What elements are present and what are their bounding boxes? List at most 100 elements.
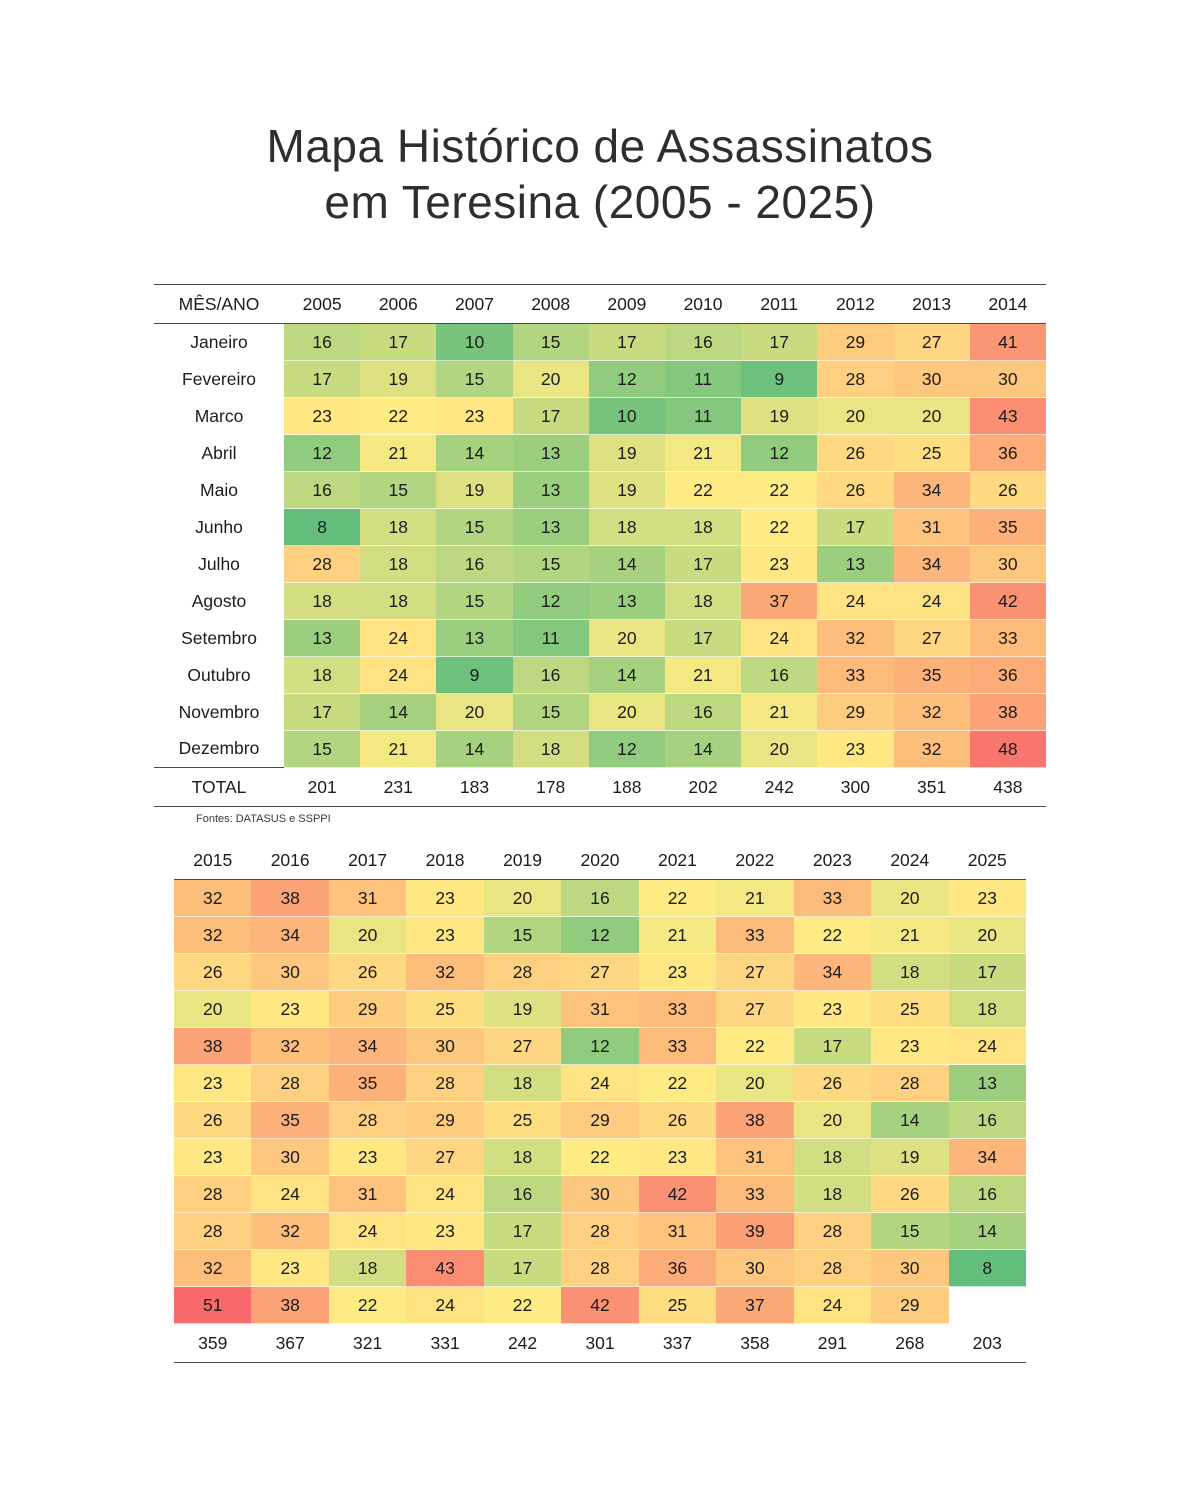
heatmap-cell: 17 xyxy=(483,1249,562,1288)
heatmap-cell: 23 xyxy=(406,879,484,918)
heatmap-cell: 29 xyxy=(817,323,894,362)
heatmap-cell: 21 xyxy=(664,656,742,695)
year-header: 2005 xyxy=(284,284,361,325)
heatmap-cell: 16 xyxy=(483,1175,562,1214)
heatmap-cell: 36 xyxy=(638,1249,717,1288)
heatmap-cell: 22 xyxy=(741,471,818,510)
heatmap-cell: 13 xyxy=(512,434,589,473)
heatmap-cell: 18 xyxy=(483,1138,562,1177)
heatmap-cell: 13 xyxy=(284,619,361,658)
heatmap-cell: 25 xyxy=(483,1101,562,1140)
heatmap-cell: 38 xyxy=(251,1286,329,1325)
heatmap-cell: 23 xyxy=(871,1027,949,1066)
heatmap-row: 28 24 31 24 16 30 42 33 18 26 16 xyxy=(174,1175,1026,1214)
month-label: Setembro xyxy=(154,619,284,657)
heatmap-cell: 23 xyxy=(948,879,1026,918)
total-value: 321 xyxy=(328,1323,407,1364)
heatmap-cell: 15 xyxy=(436,360,513,399)
heatmap-cell: 28 xyxy=(328,1101,407,1140)
total-value: 337 xyxy=(638,1323,717,1364)
heatmap-cell: 24 xyxy=(406,1286,484,1325)
heatmap-row: Marco 23 22 23 17 10 11 19 20 20 43 xyxy=(154,397,1046,436)
heatmap-cell: 24 xyxy=(561,1064,639,1103)
heatmap-cell: 19 xyxy=(360,360,437,399)
heatmap-cell: 25 xyxy=(406,990,484,1029)
heatmap-cell: 22 xyxy=(638,879,717,918)
heatmap-cell: 28 xyxy=(817,360,894,399)
page-title-line2: em Teresina (2005 - 2025) xyxy=(324,176,876,229)
heatmap-cell: 36 xyxy=(969,656,1046,695)
year-header: 2008 xyxy=(512,284,589,325)
heatmap-cell: 31 xyxy=(716,1138,794,1177)
heatmap-cell: 17 xyxy=(741,323,818,362)
heatmap-cell: 11 xyxy=(664,397,742,436)
heatmap-cell: 14 xyxy=(664,730,742,769)
heatmap-cell: 42 xyxy=(561,1286,639,1325)
month-label: Junho xyxy=(154,508,284,546)
heatmap-cell: 38 xyxy=(174,1027,252,1066)
heatmap-cell: 14 xyxy=(436,434,513,473)
heatmap-cell: 17 xyxy=(664,545,742,584)
heatmap-cell: 38 xyxy=(251,879,329,918)
heatmap-cell: 23 xyxy=(174,1138,252,1177)
heatmap-cell: 31 xyxy=(893,508,970,547)
heatmap-cell: 13 xyxy=(512,508,589,547)
heatmap-cell: 29 xyxy=(871,1286,949,1325)
heatmap-cell: 27 xyxy=(893,323,970,362)
total-row: 359 367 321 331 242 301 337 358 291 268 203 xyxy=(174,1323,1026,1364)
heatmap-cell: 21 xyxy=(741,693,818,732)
total-value: 231 xyxy=(360,767,437,808)
heatmap-cell: 14 xyxy=(948,1212,1026,1251)
month-label: Julho xyxy=(154,545,284,583)
heatmap-cell: 33 xyxy=(793,879,872,918)
heatmap-cell: 23 xyxy=(638,953,717,992)
heatmap-cell: 16 xyxy=(436,545,513,584)
heatmap-cell: 18 xyxy=(483,1064,562,1103)
month-label: Agosto xyxy=(154,582,284,620)
heatmap-cell: 23 xyxy=(638,1138,717,1177)
heatmap-cell: 32 xyxy=(174,916,252,955)
heatmap-cell: 51 xyxy=(174,1286,252,1325)
heatmap-cell: 19 xyxy=(483,990,562,1029)
heatmap-cell: 41 xyxy=(969,323,1046,362)
heatmap-cell: 42 xyxy=(638,1175,717,1214)
total-label: TOTAL xyxy=(154,767,284,808)
heatmap-cell: 26 xyxy=(817,434,894,473)
heatmap-cell: 18 xyxy=(284,582,361,621)
heatmap-cell: 16 xyxy=(561,879,639,918)
heatmap-cell: 15 xyxy=(512,545,589,584)
year-header: 2016 xyxy=(251,841,329,881)
heatmap-cell: 38 xyxy=(969,693,1046,732)
heatmap-row: 38 32 34 30 27 12 33 22 17 23 24 xyxy=(174,1027,1026,1066)
heatmap-cell: 30 xyxy=(871,1249,949,1288)
heatmap-cell: 20 xyxy=(174,990,252,1029)
heatmap-cell: 13 xyxy=(436,619,513,658)
heatmap-cell: 27 xyxy=(483,1027,562,1066)
heatmap-cell: 17 xyxy=(948,953,1026,992)
heatmap-cell: 22 xyxy=(638,1064,717,1103)
heatmap-cell: 15 xyxy=(871,1212,949,1251)
heatmap-cell: 25 xyxy=(638,1286,717,1325)
heatmap-cell: 22 xyxy=(483,1286,562,1325)
heatmap-cell: 22 xyxy=(328,1286,407,1325)
heatmap-cell xyxy=(948,1286,1026,1325)
heatmap-cell: 33 xyxy=(969,619,1046,658)
total-value: 178 xyxy=(512,767,589,808)
heatmap-cell: 23 xyxy=(741,545,818,584)
heatmap-cell: 10 xyxy=(588,397,665,436)
heatmap-cell: 19 xyxy=(741,397,818,436)
year-header: 2017 xyxy=(328,841,407,881)
page-title-line1: Mapa Histórico de Assassinatos xyxy=(266,120,934,172)
heatmap-cell: 28 xyxy=(406,1064,484,1103)
heatmap-cell: 18 xyxy=(328,1249,407,1288)
heatmap-cell: 48 xyxy=(969,730,1046,769)
heatmap-cell: 18 xyxy=(871,953,949,992)
heatmap-cell: 24 xyxy=(741,619,818,658)
heatmap-cell: 12 xyxy=(561,916,639,955)
heatmap-cell: 26 xyxy=(328,953,407,992)
total-row: TOTAL 201 231 183 178 188 202 242 300 351 438 xyxy=(154,767,1046,808)
heatmap-cell: 24 xyxy=(360,619,437,658)
month-label: Janeiro xyxy=(154,323,284,361)
heatmap-cell: 16 xyxy=(664,323,742,362)
